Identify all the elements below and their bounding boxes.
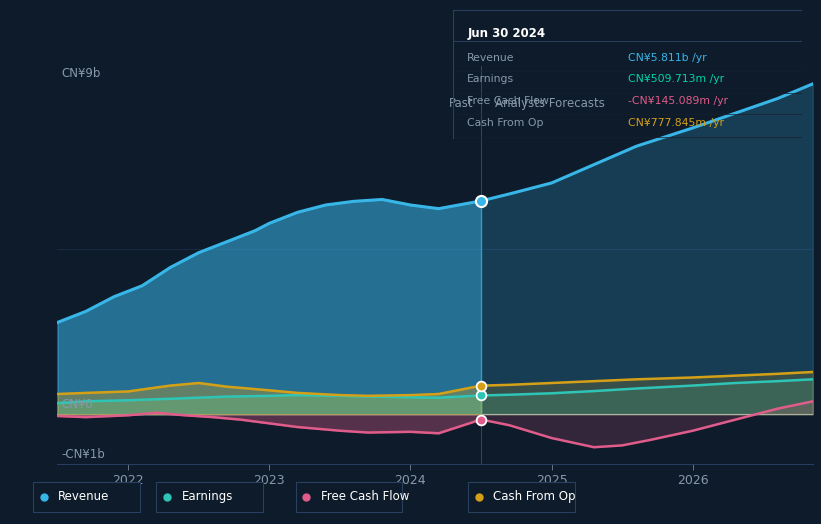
Text: Earnings: Earnings <box>181 490 233 503</box>
Text: Past: Past <box>449 97 474 110</box>
FancyBboxPatch shape <box>296 482 402 512</box>
Text: -CN¥1b: -CN¥1b <box>62 448 105 461</box>
Text: CN¥5.811b /yr: CN¥5.811b /yr <box>628 53 706 63</box>
Text: Revenue: Revenue <box>467 53 515 63</box>
Text: CN¥9b: CN¥9b <box>62 67 101 80</box>
Text: Cash From Op: Cash From Op <box>467 118 544 128</box>
Text: CN¥509.713m /yr: CN¥509.713m /yr <box>628 74 724 84</box>
Text: Earnings: Earnings <box>467 74 514 84</box>
Text: Free Cash Flow: Free Cash Flow <box>321 490 410 503</box>
Text: Revenue: Revenue <box>58 490 110 503</box>
Text: Analysts Forecasts: Analysts Forecasts <box>495 97 605 110</box>
Text: Cash From Op: Cash From Op <box>493 490 576 503</box>
FancyBboxPatch shape <box>156 482 263 512</box>
FancyBboxPatch shape <box>33 482 140 512</box>
FancyBboxPatch shape <box>468 482 575 512</box>
Text: Free Cash Flow: Free Cash Flow <box>467 96 549 106</box>
Text: Jun 30 2024: Jun 30 2024 <box>467 27 545 40</box>
Text: CN¥0: CN¥0 <box>62 398 94 411</box>
Text: -CN¥145.089m /yr: -CN¥145.089m /yr <box>628 96 727 106</box>
Text: CN¥777.845m /yr: CN¥777.845m /yr <box>628 118 723 128</box>
